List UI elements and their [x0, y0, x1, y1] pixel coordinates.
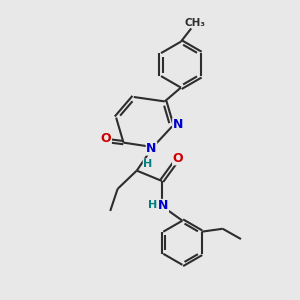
Text: O: O — [173, 152, 183, 165]
Text: N: N — [146, 142, 157, 155]
Text: CH₃: CH₃ — [184, 17, 206, 28]
Text: H: H — [148, 200, 157, 210]
Text: N: N — [158, 200, 168, 212]
Text: O: O — [100, 132, 111, 145]
Text: N: N — [173, 118, 183, 131]
Text: H: H — [143, 159, 153, 169]
